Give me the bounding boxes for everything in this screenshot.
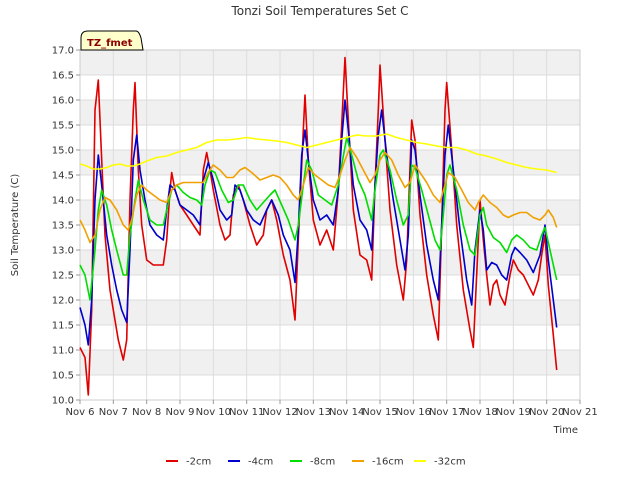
background-band	[80, 350, 580, 375]
x-tick-label: Nov 15	[362, 407, 397, 418]
y-tick-label: 13.5	[52, 221, 74, 232]
y-tick-label: 14.0	[52, 196, 74, 207]
x-axis-title: Time	[553, 425, 578, 436]
x-tick-label: Nov 21	[562, 407, 597, 418]
badge-box	[80, 30, 144, 51]
background-band	[80, 250, 580, 275]
legend: -2cm -4cm -8cm -16cm -32cm	[166, 457, 466, 468]
badge-label: TZ_fmet	[87, 38, 133, 49]
y-tick-label: 14.5	[52, 171, 74, 182]
x-tick-label: Nov 10	[196, 407, 231, 418]
background-band	[80, 300, 580, 325]
x-tick-label: Nov 11	[229, 407, 264, 418]
y-tick-label: 15.5	[52, 121, 74, 132]
background-band	[80, 50, 580, 75]
x-tick-label: Nov 18	[462, 407, 497, 418]
series-lines	[79, 56, 558, 396]
x-tick-label: Nov 6	[65, 407, 94, 418]
legend-label: -8cm	[310, 457, 335, 468]
x-tick-label: Nov 19	[496, 407, 531, 418]
y-tick-label: 15.0	[52, 146, 74, 157]
background-band	[80, 75, 580, 100]
legend-label: -4cm	[248, 457, 273, 468]
y-tick-label: 11.5	[52, 321, 74, 332]
x-tick-label: Nov 14	[329, 407, 364, 418]
y-tick-label: 16.5	[52, 71, 74, 82]
chart-title: Tonzi Soil Temperatures Set C	[230, 4, 408, 18]
series-line-16cmcm	[79, 146, 558, 244]
x-tick-label: Nov 7	[99, 407, 128, 418]
x-tick-label: Nov 9	[165, 407, 194, 418]
background-band	[80, 275, 580, 300]
y-tick-label: 10.5	[52, 371, 74, 382]
background-band	[80, 375, 580, 400]
y-axis-ticks: 10.0 10.5 11.0 11.5 12.0 12.5 13.0 13.5 14.0 14.5…	[52, 46, 80, 407]
y-tick-label: 13.0	[52, 246, 74, 257]
y-tick-label: 12.0	[52, 296, 74, 307]
legend-label: -2cm	[186, 457, 211, 468]
x-tick-label: Nov 17	[429, 407, 464, 418]
y-tick-label: 16.0	[52, 96, 74, 107]
site-badge: TZ_fmet	[80, 30, 144, 51]
y-tick-label: 10.0	[52, 396, 74, 407]
background-band	[80, 150, 580, 175]
x-tick-label: Nov 8	[132, 407, 161, 418]
legend-label: -16cm	[372, 457, 404, 468]
series-line-8cmcm	[79, 136, 558, 301]
series-line-32cmcm	[79, 133, 557, 174]
background-band	[80, 175, 580, 200]
legend-label: -32cm	[434, 457, 466, 468]
background-band	[80, 100, 580, 125]
x-tick-label: Nov 12	[262, 407, 297, 418]
x-tick-label: Nov 16	[396, 407, 431, 418]
y-tick-label: 12.5	[52, 271, 74, 282]
x-tick-label: Nov 20	[529, 407, 564, 418]
y-tick-label: 11.0	[52, 346, 74, 357]
background-band	[80, 325, 580, 350]
y-tick-label: 17.0	[52, 46, 74, 57]
x-tick-label: Nov 13	[296, 407, 331, 418]
y-axis-title: Soil Temperature (C)	[10, 174, 21, 277]
background-band	[80, 125, 580, 150]
